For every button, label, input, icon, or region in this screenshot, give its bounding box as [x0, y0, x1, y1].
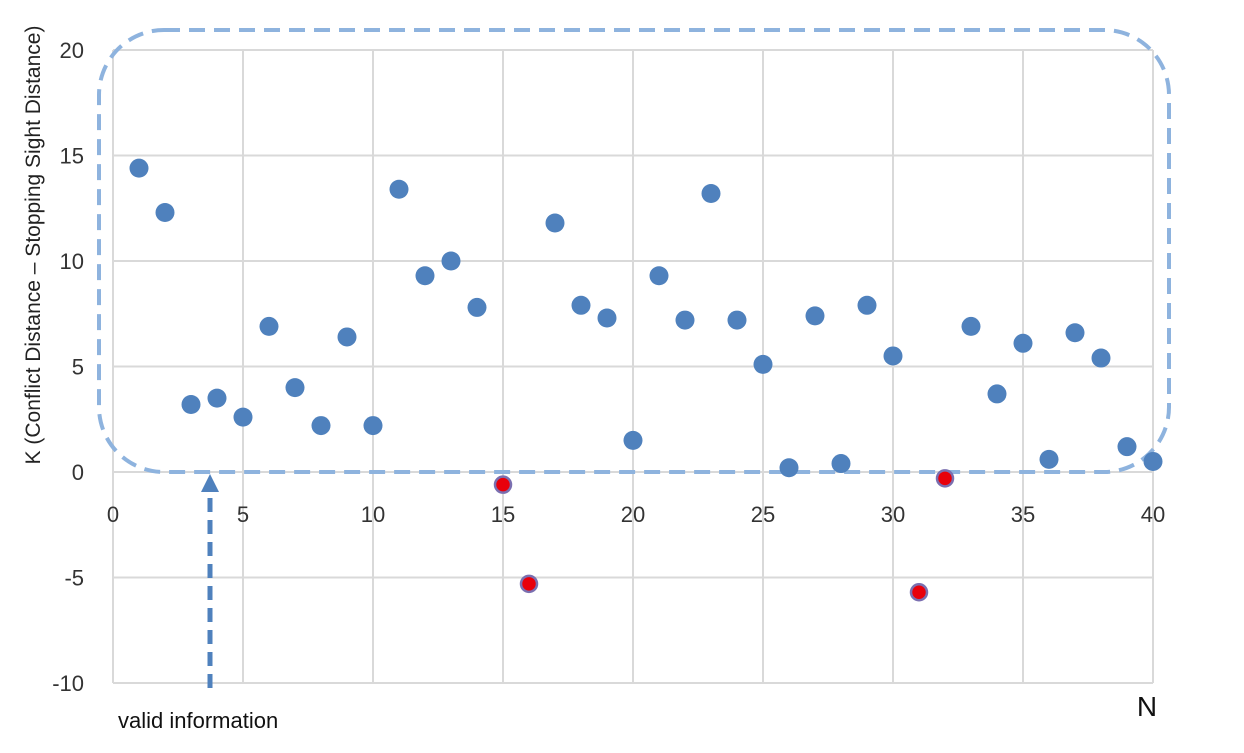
data-point	[181, 394, 201, 414]
y-tick-label: 15	[60, 144, 84, 169]
data-point-negative	[935, 469, 955, 488]
x-axis-label: N	[1137, 691, 1157, 722]
data-point	[857, 295, 877, 315]
data-point	[1091, 348, 1111, 368]
data-point	[389, 179, 409, 199]
data-point	[259, 316, 279, 336]
x-tick-label: 20	[621, 502, 645, 527]
x-tick-label: 10	[361, 502, 385, 527]
x-tick-label: 25	[751, 502, 775, 527]
data-point-negative	[909, 583, 929, 602]
data-point	[1065, 323, 1085, 343]
y-tick-label: 10	[60, 249, 84, 274]
data-point	[285, 378, 305, 398]
data-point	[727, 310, 747, 330]
data-point	[987, 384, 1007, 404]
data-point	[675, 310, 695, 330]
data-point	[363, 416, 383, 436]
arrow-head	[201, 474, 219, 492]
x-tick-label: 35	[1011, 502, 1035, 527]
data-point	[597, 308, 617, 328]
data-point	[831, 454, 851, 474]
x-tick-label: 15	[491, 502, 515, 527]
data-points	[129, 158, 1163, 602]
data-point	[467, 297, 487, 317]
data-point	[129, 158, 149, 178]
data-point	[649, 266, 669, 286]
data-point	[571, 295, 591, 315]
data-point	[1013, 333, 1033, 353]
data-point	[779, 458, 799, 478]
data-point	[753, 354, 773, 374]
y-axis-label: K (Conflict Distance – Stopping Sight Di…	[22, 26, 45, 465]
data-point	[805, 306, 825, 326]
valid-region-outline	[97, 28, 1171, 474]
data-point	[1117, 437, 1137, 457]
valid-information-annotation: valid information	[118, 708, 278, 733]
data-point	[883, 346, 903, 366]
valid-region-box	[97, 28, 1171, 474]
y-tick-label: 20	[60, 38, 84, 63]
data-point	[233, 407, 253, 427]
data-point	[1143, 451, 1163, 471]
data-point	[1039, 449, 1059, 469]
tick-labels: 0 5 10 15 20 25 30 35 40 -10 -5 0 5 10 15 20	[52, 38, 1165, 696]
data-point-negative	[493, 475, 513, 494]
data-point	[441, 251, 461, 271]
x-tick-label: 0	[107, 502, 119, 527]
data-point	[207, 388, 227, 408]
x-tick-label: 40	[1141, 502, 1165, 527]
data-point	[961, 316, 981, 336]
y-tick-label: 5	[72, 355, 84, 380]
data-point	[155, 202, 175, 222]
data-point	[701, 183, 721, 203]
data-point	[311, 416, 331, 436]
data-point	[545, 213, 565, 233]
x-tick-label: 30	[881, 502, 905, 527]
y-tick-label: -5	[64, 566, 84, 591]
grid-lines	[112, 49, 1154, 684]
valid-information-arrow	[201, 474, 219, 688]
y-tick-label: 0	[72, 460, 84, 485]
y-tick-label: -10	[52, 671, 84, 696]
data-point	[337, 327, 357, 347]
data-point-negative	[519, 574, 539, 594]
x-tick-label: 5	[237, 502, 249, 527]
data-point	[415, 266, 435, 286]
data-point	[623, 430, 643, 450]
